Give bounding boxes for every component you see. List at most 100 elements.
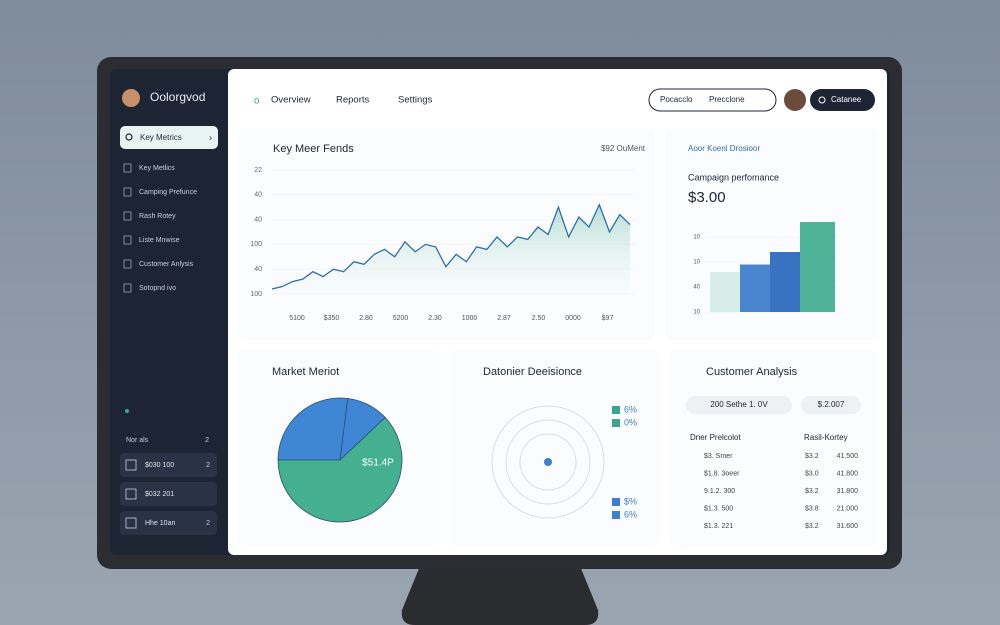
pie-label: $51.4P [362, 458, 394, 469]
sidebar-icon [123, 211, 132, 221]
x-tick-label: 2.87 [497, 315, 511, 322]
campaign-subtitle: Campaign perfomance [688, 172, 779, 182]
sidebar-row[interactable] [120, 511, 217, 535]
user-avatar[interactable] [784, 89, 806, 111]
sidebar-row-count: 2 [206, 462, 210, 469]
avatar [122, 89, 140, 107]
sidebar-row-icon [125, 459, 137, 471]
legend-swatch [612, 511, 620, 519]
sidebar-section-count: 2 [205, 437, 209, 444]
button-icon [818, 96, 826, 104]
table-cell: $1.3. 221 [704, 523, 733, 530]
line [271, 203, 631, 290]
sidebar-search-text: Key Metrics [140, 133, 182, 142]
x-tick-label: 2.30 [428, 315, 442, 322]
table-cell: $3.0 [805, 470, 819, 477]
sidebar-row[interactable] [120, 482, 217, 506]
market-title: Market Meriot [272, 366, 339, 378]
table-cell: $1.3. 500 [704, 505, 733, 512]
pill [686, 396, 792, 414]
table-cell: $3. Smer [704, 453, 733, 460]
nav-item[interactable]: Settings [398, 95, 433, 106]
y-tick-label: 100 [250, 291, 262, 298]
nav-item[interactable]: Reports [336, 95, 370, 106]
ring [519, 433, 577, 491]
nav-item[interactable]: Overview [271, 95, 311, 106]
table-cell: 41.800 [837, 470, 859, 477]
x-tick-label: 2.50 [532, 315, 546, 322]
radial-graphic [491, 405, 605, 519]
nav-search-text: Precclone [709, 95, 745, 104]
ring [491, 405, 605, 519]
table-cell: 31.800 [837, 488, 859, 495]
customer-panel [670, 350, 877, 546]
sidebar-row-icon [125, 517, 137, 529]
sidebar-row-label: $030 100 [145, 462, 174, 469]
trends-title: Key Meer Fends [273, 143, 354, 155]
sidebar-section-title: Nor als [126, 437, 149, 444]
legend-swatch [612, 406, 620, 414]
sidebar-item: Key Metlics [139, 165, 175, 172]
nav-logo: ₒ [254, 90, 259, 106]
y-tick-label: 40 [254, 266, 262, 273]
x-tick-label: 5100 [289, 315, 305, 322]
table-cell: $3.2 [805, 453, 819, 460]
y-tick-label: 10 [693, 235, 700, 241]
sidebar-icon [123, 283, 132, 293]
x-tick-label: $97 [602, 315, 614, 322]
x-tick-label: 1000 [462, 315, 478, 322]
table-cell: $1.8. 3oeer [704, 470, 740, 477]
sidebar-row[interactable] [120, 453, 217, 477]
pie-slice [277, 416, 403, 523]
nav-search[interactable] [648, 88, 777, 112]
nav-search-text: Pocacclo [660, 95, 693, 104]
area [272, 204, 630, 294]
bar [800, 222, 835, 312]
sidebar-item: Camping Prefunce [139, 189, 197, 196]
table-cell: 9.1.2. 300 [704, 488, 735, 495]
center-dot [544, 458, 552, 466]
chevron: › [209, 132, 212, 142]
table-header: Dner Prelcolot [690, 433, 741, 442]
nav-button[interactable] [810, 89, 875, 111]
sidebar-icon [123, 259, 132, 269]
status-dot [125, 409, 129, 413]
brand: Oolorgvod [150, 90, 205, 104]
table-header: Rasil-Kortey [804, 433, 848, 442]
y-tick-label: 40 [254, 192, 262, 199]
decision-panel [450, 350, 660, 546]
sidebar-icon [123, 163, 132, 173]
decision-title: Datonier Deeisionce [483, 366, 582, 378]
nav-button-text: Catanee [831, 95, 862, 104]
sidebar-search[interactable] [120, 126, 218, 149]
pill [801, 396, 861, 414]
pill-text: $.2.007 [818, 400, 845, 409]
legend-swatch [612, 419, 620, 427]
table-cell: $3.2 [805, 488, 819, 495]
y-tick-label: 10 [693, 260, 700, 266]
sidebar-item: Rash Rotey [139, 213, 176, 220]
sidebar-row-label: $032 201 [145, 491, 174, 498]
x-tick-label: 0000 [565, 315, 581, 322]
table-cell: 41.500 [837, 453, 859, 460]
pill-text: 200 Sethe 1. 0V [710, 400, 768, 409]
y-tick-label: 10 [693, 310, 700, 316]
campaign-title: Aoor Koenl Drosioor [688, 144, 760, 153]
y-tick-label: 40 [693, 285, 700, 291]
legend-label: $% [624, 496, 637, 506]
bar [770, 252, 805, 312]
monitor-stand [401, 566, 599, 625]
y-tick-label: 22 [254, 167, 262, 174]
x-tick-label: $350 [324, 315, 340, 322]
y-tick-label: 40 [254, 216, 262, 223]
x-tick-label: 2.80 [359, 315, 373, 322]
table-cell: $3.8 [805, 505, 819, 512]
legend-label: 6% [624, 404, 637, 414]
sidebar-icon [123, 187, 132, 197]
sidebar-row-label: Hhe 10an [145, 520, 175, 527]
trends-note: $92 OuMent [601, 144, 646, 153]
bar [710, 272, 745, 312]
sidebar-item: Sotopnd ivo [139, 285, 176, 292]
sidebar-item: Customer Anlysis [139, 261, 194, 268]
